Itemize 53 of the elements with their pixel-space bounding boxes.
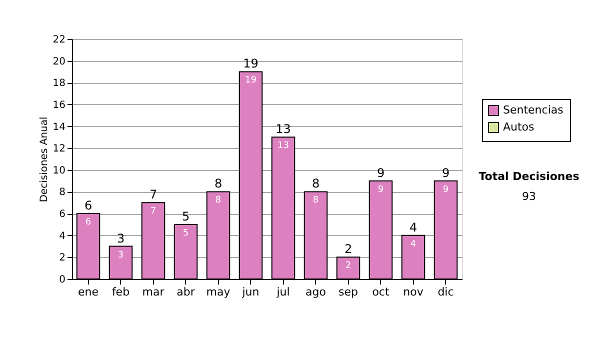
total-label: 8 bbox=[312, 176, 320, 191]
y-tick-label: 8 bbox=[59, 187, 66, 198]
y-tick-label: 14 bbox=[52, 122, 66, 133]
text: 93 bbox=[522, 190, 536, 203]
data-label: 3 bbox=[118, 250, 124, 260]
data-label: 9 bbox=[378, 184, 384, 195]
y-tick-label: 18 bbox=[52, 78, 66, 90]
x-tick-label: jul bbox=[276, 286, 290, 298]
y-tick-label: 22 bbox=[52, 34, 66, 46]
data-label: 2 bbox=[345, 261, 352, 272]
data-label: 19 bbox=[245, 76, 257, 86]
x-tick-label: oct bbox=[372, 286, 390, 298]
x-tick-label: feb bbox=[112, 286, 130, 298]
y-tick-label: 6 bbox=[59, 209, 66, 220]
y-tick-label: 16 bbox=[52, 100, 66, 111]
x-tick-label: jun bbox=[241, 286, 260, 298]
x-tick-label: ene bbox=[78, 286, 99, 298]
y-tick-label: 4 bbox=[59, 230, 66, 242]
y-tick-label: 20 bbox=[52, 56, 66, 68]
total-label: 8 bbox=[214, 176, 222, 191]
total-label: 9 bbox=[376, 166, 385, 180]
x-tick-label: may bbox=[206, 286, 231, 298]
total-label: 2 bbox=[344, 242, 352, 256]
x-tick-label: mar bbox=[142, 286, 165, 298]
total-label: 13 bbox=[276, 122, 291, 136]
total-label: 19 bbox=[243, 56, 258, 71]
data-label: 8 bbox=[312, 196, 319, 206]
text: Total Decisiones bbox=[478, 170, 580, 183]
data-label: 8 bbox=[215, 196, 222, 206]
x-tick-label: ago bbox=[306, 286, 326, 298]
x-tick-label: dic bbox=[438, 286, 454, 298]
total-label: 6 bbox=[84, 198, 92, 213]
legend-label: Sentencias bbox=[503, 104, 564, 116]
y-tick-label: 2 bbox=[59, 252, 66, 264]
total-label: 9 bbox=[442, 166, 450, 180]
x-tick-label: nov bbox=[403, 286, 424, 298]
y-tick-label: 10 bbox=[52, 165, 66, 176]
data-label: 5 bbox=[182, 228, 189, 238]
x-tick-label: sep bbox=[338, 286, 358, 298]
y-axis-title: Decisiones Anual bbox=[38, 116, 50, 202]
legend-label: Autos bbox=[503, 120, 535, 134]
data-label: 6 bbox=[85, 218, 92, 228]
data-label: 13 bbox=[278, 141, 289, 152]
data-label: 4 bbox=[410, 239, 416, 250]
y-tick-label: 12 bbox=[52, 144, 66, 155]
x-tick-label: abr bbox=[176, 286, 196, 298]
y-tick-label: 0 bbox=[59, 274, 66, 286]
total-label: 7 bbox=[149, 188, 158, 202]
data-label: 7 bbox=[150, 206, 156, 217]
data-label: 9 bbox=[442, 184, 449, 195]
total-label: 3 bbox=[116, 231, 125, 246]
total-label: 5 bbox=[182, 209, 190, 224]
total-label: 4 bbox=[409, 220, 418, 234]
